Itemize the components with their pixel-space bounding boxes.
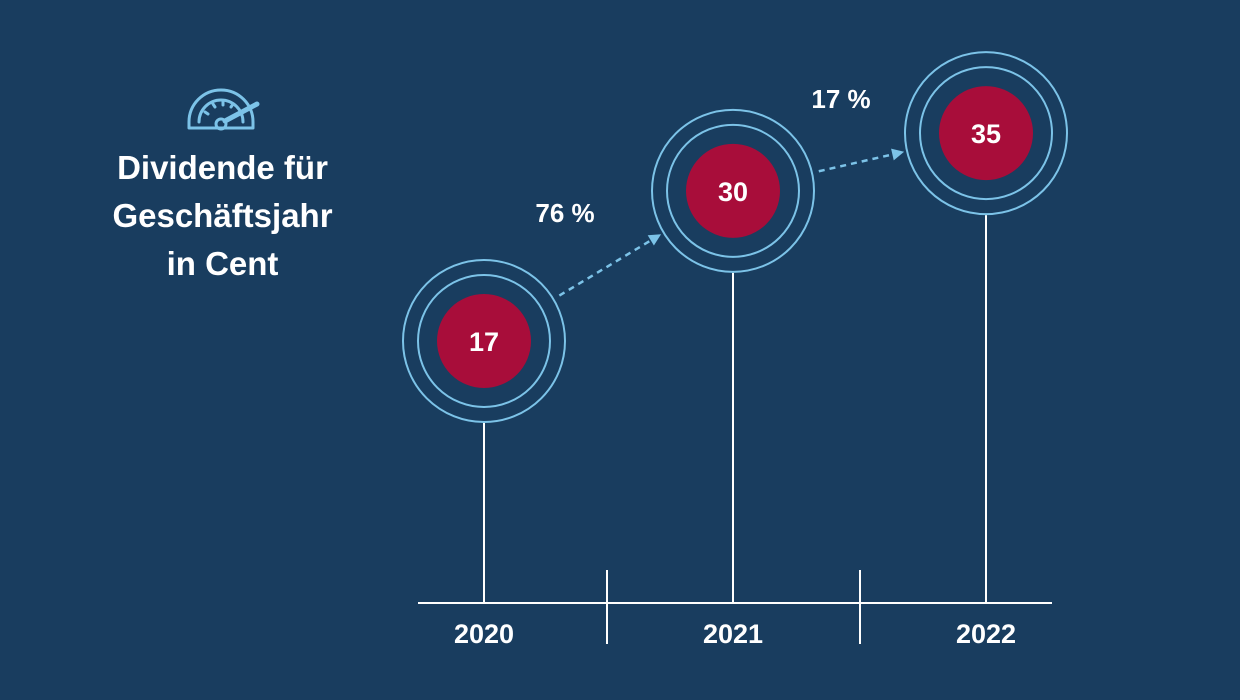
year-label: 2021 [703,619,763,649]
growth-arrow-head [891,148,905,161]
year-label: 2020 [454,619,514,649]
growth-label: 17 % [811,84,870,114]
growth-arrow-head [647,234,662,246]
growth-label: 76 % [535,198,594,228]
outer-ring [402,259,566,423]
inner-ring [919,66,1053,201]
value-dot [939,86,1033,181]
year-label: 2022 [956,619,1016,649]
growth-arrow [818,151,901,173]
chart-title: Dividende für Geschäftsjahr in Cent [112,149,333,282]
value-label: 30 [718,177,748,207]
value-label: 35 [971,119,1001,149]
outer-ring [651,108,815,273]
growth-arrow [558,235,659,297]
outer-ring [904,51,1068,216]
speedometer-icon [187,88,259,131]
value-label: 17 [469,327,499,357]
title-block: Dividende für Geschäftsjahr in Cent [90,86,355,288]
inner-ring [417,274,551,408]
inner-ring [666,123,800,258]
value-dot [686,143,780,238]
value-dot [437,294,531,388]
